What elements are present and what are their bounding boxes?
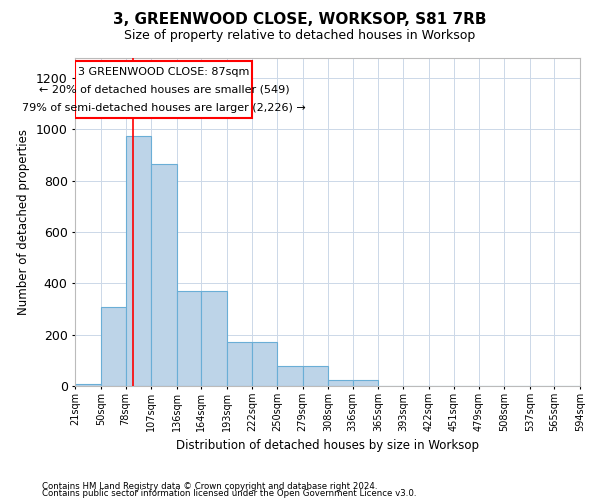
Bar [302, 366, 328, 386]
Y-axis label: Number of detached properties: Number of detached properties [17, 129, 30, 315]
Bar [201, 291, 227, 386]
Bar [76, 384, 101, 386]
Text: Contains public sector information licensed under the Open Government Licence v3: Contains public sector information licen… [42, 490, 416, 498]
Bar [353, 380, 379, 386]
Text: 3, GREENWOOD CLOSE, WORKSOP, S81 7RB: 3, GREENWOOD CLOSE, WORKSOP, S81 7RB [113, 12, 487, 28]
Text: Contains HM Land Registry data © Crown copyright and database right 2024.: Contains HM Land Registry data © Crown c… [42, 482, 377, 491]
Bar [253, 342, 277, 386]
Text: ← 20% of detached houses are smaller (549): ← 20% of detached houses are smaller (54… [38, 84, 289, 94]
Text: 79% of semi-detached houses are larger (2,226) →: 79% of semi-detached houses are larger (… [22, 102, 306, 113]
Bar [125, 136, 151, 386]
Text: 3 GREENWOOD CLOSE: 87sqm: 3 GREENWOOD CLOSE: 87sqm [78, 66, 250, 76]
Bar [277, 366, 302, 386]
Bar [101, 306, 125, 386]
Text: Size of property relative to detached houses in Worksop: Size of property relative to detached ho… [124, 29, 476, 42]
Bar [328, 380, 353, 386]
Bar [176, 291, 201, 386]
Bar [227, 342, 253, 386]
FancyBboxPatch shape [76, 62, 253, 118]
X-axis label: Distribution of detached houses by size in Worksop: Distribution of detached houses by size … [176, 440, 479, 452]
Bar [151, 164, 176, 386]
